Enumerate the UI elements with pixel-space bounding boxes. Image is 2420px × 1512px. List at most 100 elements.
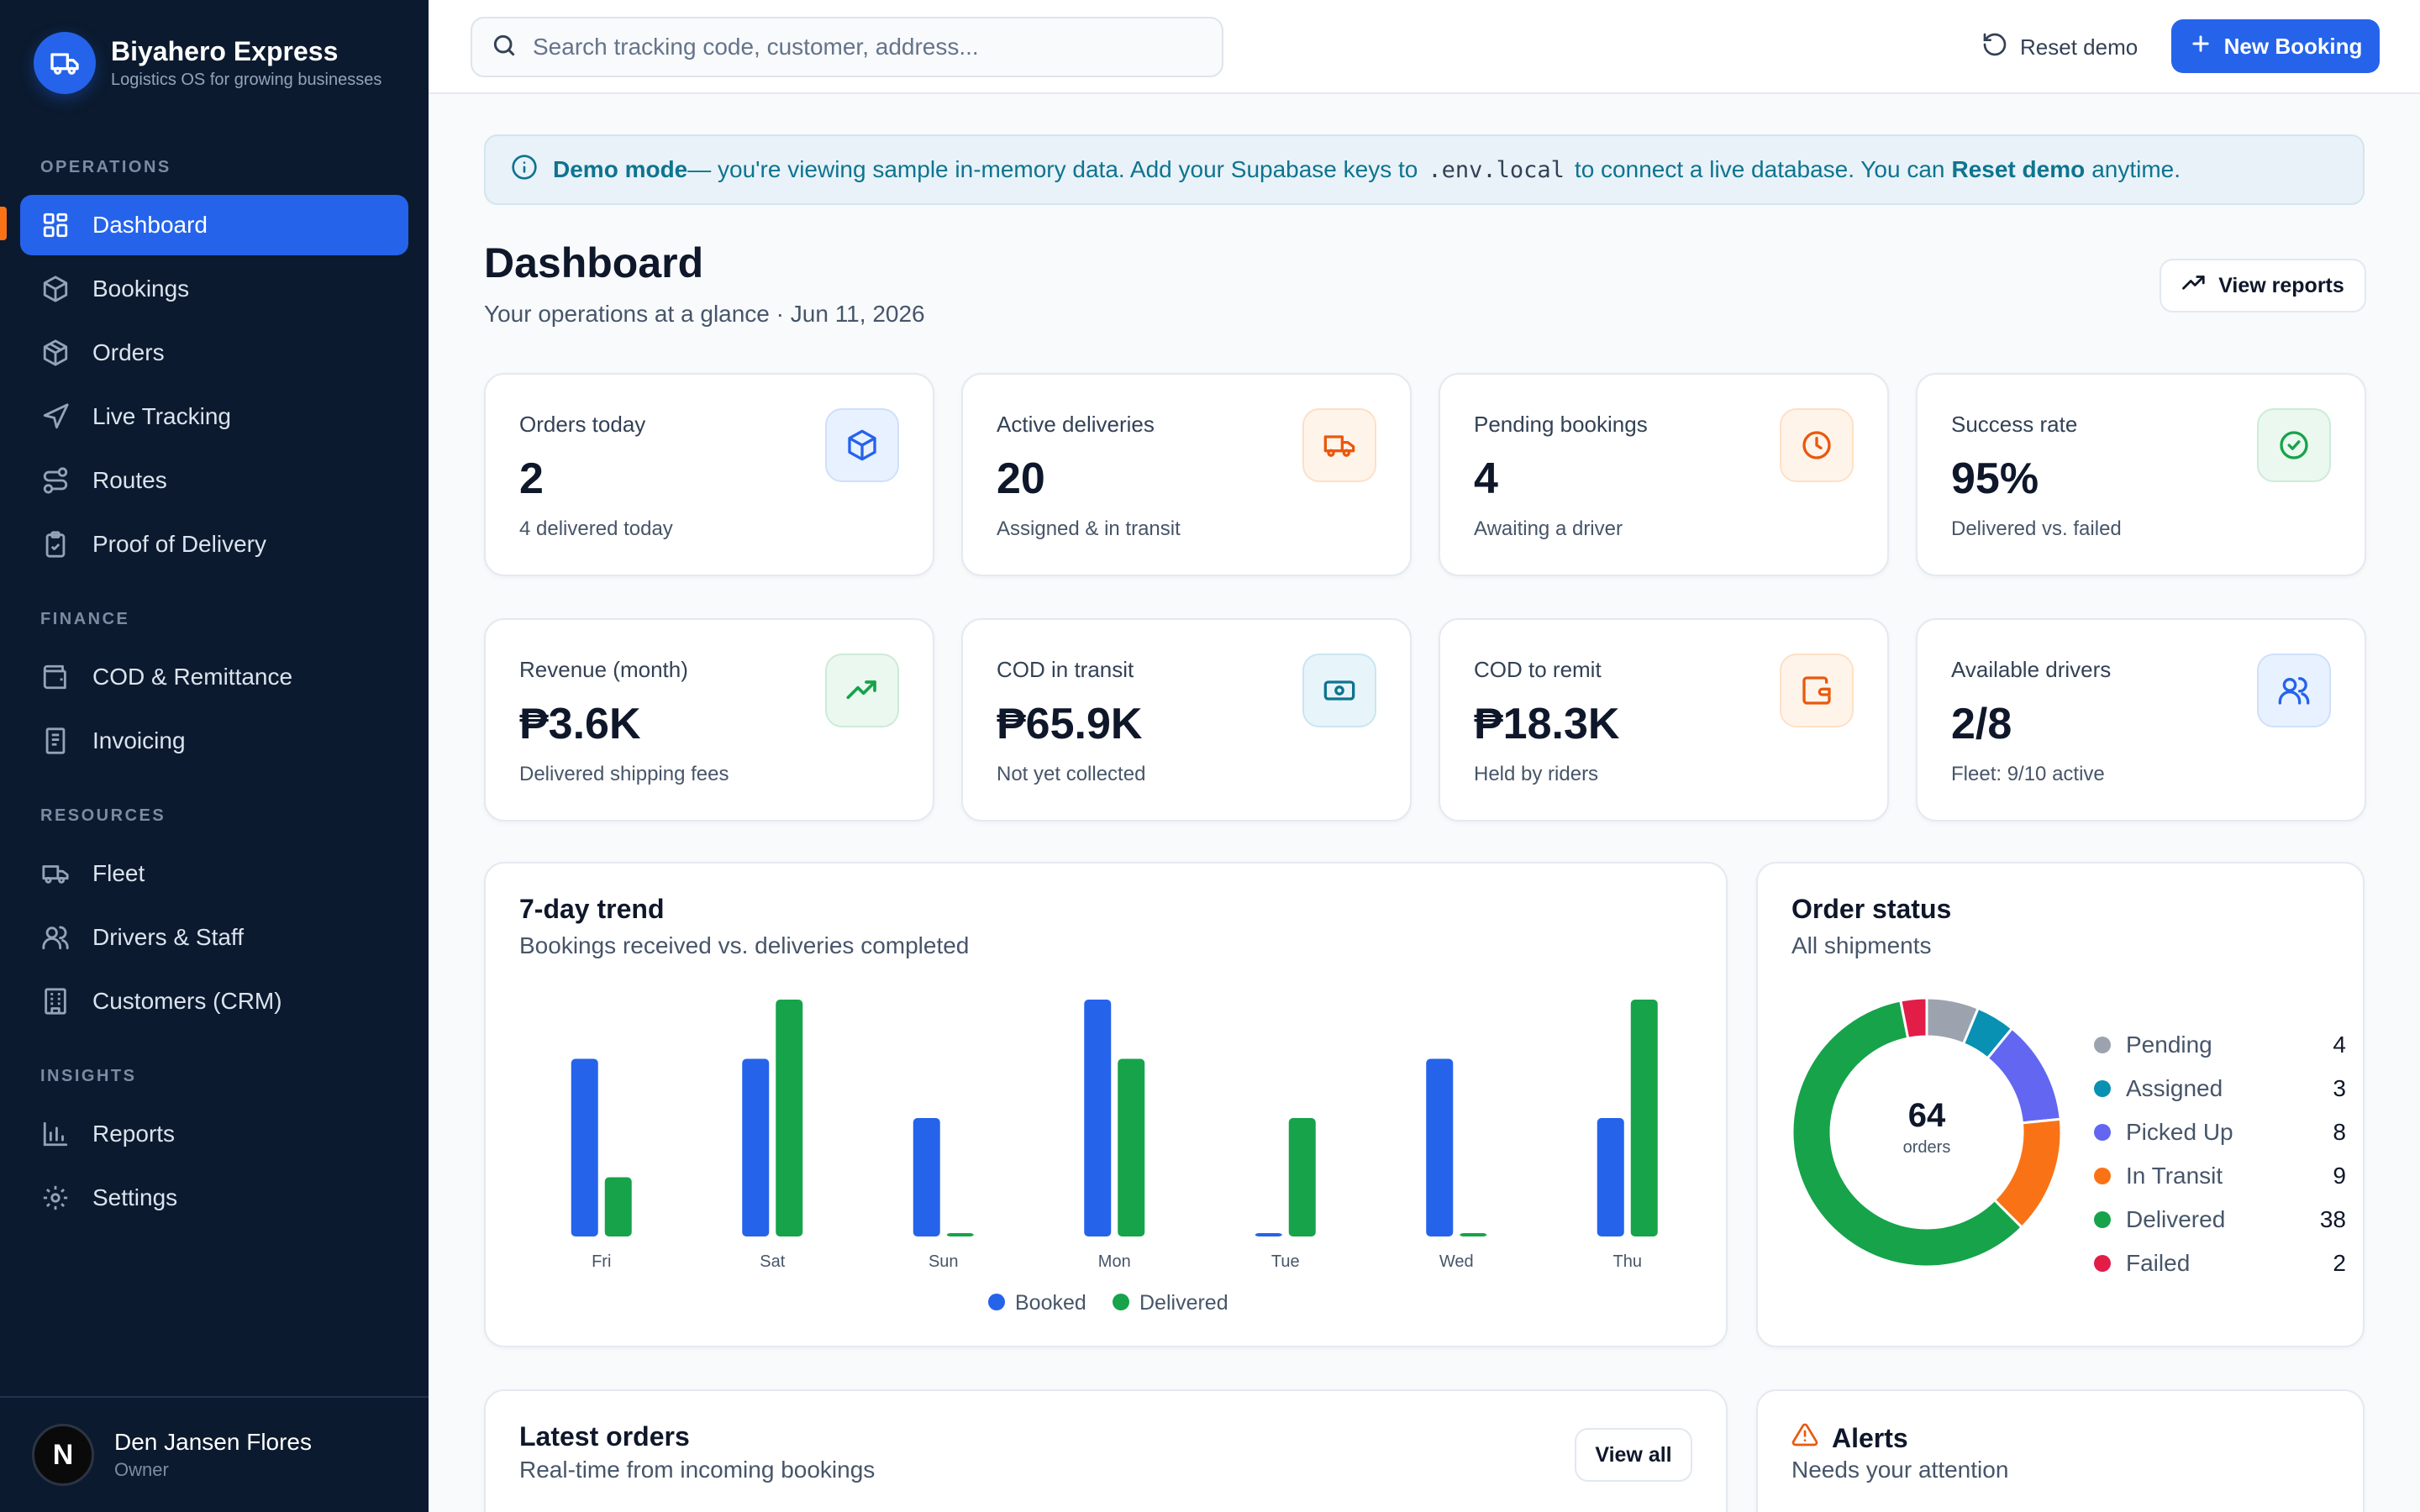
stat-value: 2/8: [1951, 700, 2012, 748]
legend-dot: [2094, 1255, 2111, 1272]
users-icon: [40, 922, 71, 953]
sidebar-item-customers[interactable]: Customers (CRM): [20, 971, 408, 1032]
stat-card-success-rate[interactable]: Success rate 95% Delivered vs. failed: [1916, 373, 2366, 576]
legend-label: Failed: [2126, 1250, 2191, 1276]
reset-demo-link[interactable]: Reset demo: [1951, 156, 2086, 182]
trend-bar-chart: Fri Sat Sun Mon Tue Wed Thu Booked Delivered: [571, 1000, 1658, 1315]
bar-booked-tue[interactable]: [1255, 1233, 1282, 1236]
stat-label: Pending bookings: [1474, 412, 1648, 437]
sidebar-item-proof-of-delivery[interactable]: Proof of Delivery: [20, 514, 408, 575]
stat-label: COD in transit: [997, 657, 1134, 682]
sidebar-item-label: Dashboard: [92, 212, 208, 238]
stat-card-revenue[interactable]: Revenue (month) ₱3.6K Delivered shipping…: [484, 618, 934, 822]
search-box: [471, 17, 1223, 77]
brand[interactable]: Biyahero Express Logistics OS for growin…: [34, 32, 381, 94]
chart-title: 7-day trend: [519, 894, 665, 924]
sidebar-item-dashboard[interactable]: Dashboard: [20, 195, 408, 255]
stat-subtext: Delivered shipping fees: [519, 763, 729, 785]
donut-slice-delivered[interactable]: [1791, 999, 2024, 1268]
view-reports-button[interactable]: View reports: [2160, 259, 2366, 312]
stat-subtext: Not yet collected: [997, 763, 1146, 785]
trending-up-icon: [825, 654, 899, 727]
stat-card-available-drivers[interactable]: Available drivers 2/8 Fleet: 9/10 active: [1916, 618, 2366, 822]
stat-card-active-deliveries[interactable]: Active deliveries 20 Assigned & in trans…: [961, 373, 1412, 576]
stat-card-orders-today[interactable]: Orders today 2 4 delivered today: [484, 373, 934, 576]
donut-total-unit: orders: [1902, 1138, 1951, 1157]
legend-dot: [2094, 1168, 2111, 1184]
bar-booked-mon[interactable]: [1084, 1000, 1112, 1236]
legend-label: Delivered: [2126, 1206, 2226, 1232]
info-icon: [511, 154, 538, 186]
bar-delivered-mon[interactable]: [1118, 1058, 1145, 1237]
view-all-button[interactable]: View all: [1575, 1428, 1692, 1482]
sidebar-item-label: Customers (CRM): [92, 988, 282, 1014]
banner-text: to connect a live database. You can: [1574, 156, 1945, 182]
wallet-icon: [40, 662, 71, 692]
sidebar-item-invoicing[interactable]: Invoicing: [20, 711, 408, 771]
stat-card-pending-bookings[interactable]: Pending bookings 4 Awaiting a driver: [1439, 373, 1889, 576]
donut-slice-failed[interactable]: [1899, 996, 1928, 1040]
package-plus-icon: [40, 274, 71, 304]
sidebar-item-cod-remittance[interactable]: COD & Remittance: [20, 647, 408, 707]
user-profile[interactable]: N Den Jansen Flores Owner: [0, 1396, 429, 1512]
bar-booked-sun[interactable]: [913, 1118, 940, 1236]
legend-count: 2: [2333, 1250, 2346, 1276]
chart-subtitle: Bookings received vs. deliveries complet…: [519, 932, 970, 958]
sidebar-item-label: Fleet: [92, 860, 145, 886]
bar-booked-thu[interactable]: [1597, 1118, 1624, 1236]
legend-label: In Transit: [2126, 1163, 2223, 1189]
sidebar-item-fleet[interactable]: Fleet: [20, 843, 408, 904]
sidebar-item-label: Settings: [92, 1184, 178, 1210]
sidebar-item-label: Proof of Delivery: [92, 531, 266, 557]
stat-label: Active deliveries: [997, 412, 1155, 437]
bar-delivered-tue[interactable]: [1288, 1118, 1316, 1236]
truck-icon: [1302, 408, 1376, 482]
order-status-card: Order status All shipments 64 orders Pen…: [1756, 862, 2365, 1347]
nav-section-resources: RESOURCES: [40, 806, 166, 825]
legend-row-failed: Failed 2: [2094, 1247, 2346, 1280]
sidebar-item-live-tracking[interactable]: Live Tracking: [20, 386, 408, 447]
search-input[interactable]: [533, 34, 1188, 60]
legend-count: 4: [2333, 1032, 2346, 1058]
card-title: Latest orders: [519, 1421, 690, 1452]
stat-card-cod-in-transit[interactable]: COD in transit ₱65.9K Not yet collected: [961, 618, 1412, 822]
chart-subtitle: All shipments: [1791, 932, 1932, 958]
sidebar-item-reports[interactable]: Reports: [20, 1104, 408, 1164]
bar-delivered-fri[interactable]: [604, 1177, 632, 1237]
page-title: Dashboard: [484, 239, 704, 286]
truck-icon: [40, 858, 71, 889]
plus-icon: [2189, 32, 2212, 61]
order-status-donut: [1791, 996, 2063, 1268]
stat-card-cod-to-remit[interactable]: COD to remit ₱18.3K Held by riders: [1439, 618, 1889, 822]
active-indicator: [0, 207, 7, 240]
legend-row-assigned: Assigned 3: [2094, 1072, 2346, 1105]
sidebar-item-bookings[interactable]: Bookings: [20, 259, 408, 319]
reset-demo-label: Reset demo: [2020, 34, 2139, 60]
sidebar-item-label: Reports: [92, 1121, 176, 1147]
alerts-subtitle: Needs your attention: [1791, 1457, 2009, 1483]
legend-count: 9: [2333, 1163, 2346, 1189]
banner-text: anytime.: [2091, 156, 2181, 182]
legend-dot-booked: [988, 1294, 1005, 1310]
bar-booked-sat[interactable]: [742, 1058, 770, 1237]
sidebar-item-settings[interactable]: Settings: [20, 1168, 408, 1228]
bar-delivered-wed[interactable]: [1460, 1233, 1487, 1236]
reset-demo-button[interactable]: Reset demo: [1981, 27, 2138, 67]
bar-delivered-sun[interactable]: [946, 1233, 974, 1236]
sidebar-item-routes[interactable]: Routes: [20, 450, 408, 511]
stat-subtext: Awaiting a driver: [1474, 517, 1623, 540]
bar-delivered-thu[interactable]: [1630, 1000, 1658, 1236]
sidebar-item-drivers-staff[interactable]: Drivers & Staff: [20, 907, 408, 968]
x-tick-label: Mon: [1098, 1252, 1131, 1271]
legend-count: 8: [2333, 1119, 2346, 1145]
bar-booked-fri[interactable]: [571, 1058, 598, 1237]
alerts-card: Alerts Needs your attention: [1756, 1389, 2365, 1512]
stat-subtext: Assigned & in transit: [997, 517, 1181, 540]
topbar: Reset demo New Booking: [429, 0, 2420, 94]
sidebar-item-orders[interactable]: Orders: [20, 323, 408, 383]
new-booking-button[interactable]: New Booking: [2171, 19, 2380, 73]
stat-subtext: Held by riders: [1474, 763, 1599, 785]
bar-booked-wed[interactable]: [1426, 1058, 1454, 1237]
bar-delivered-sat[interactable]: [776, 1000, 803, 1236]
view-reports-label: View reports: [2218, 273, 2344, 297]
